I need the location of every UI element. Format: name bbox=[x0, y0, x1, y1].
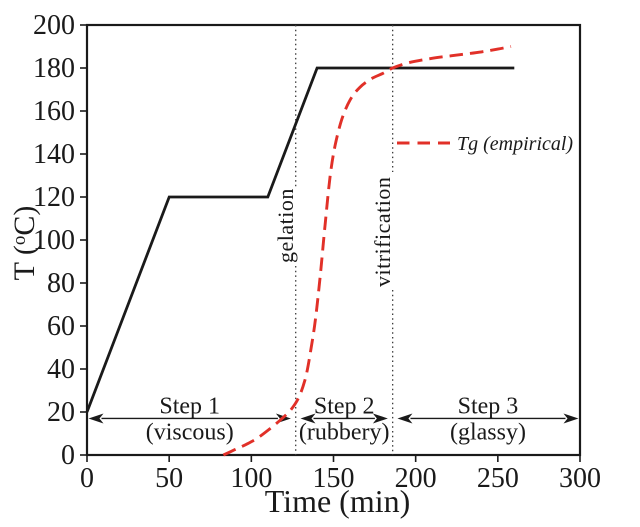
stage-arrow-2-right-arrowhead-icon bbox=[372, 413, 388, 424]
stage-label-3: Step 3 bbox=[458, 393, 519, 419]
x-axis-tick-label-6: 300 bbox=[559, 463, 601, 494]
y-axis-tick-label-10: 200 bbox=[33, 10, 75, 41]
y-axis-tick-label-7: 140 bbox=[33, 139, 75, 170]
stage-sublabel-1: (viscous) bbox=[146, 419, 234, 445]
y-axis-tick-label-5: 100 bbox=[33, 225, 75, 256]
x-axis-tick-label-2: 100 bbox=[230, 463, 272, 494]
y-axis-tick-label-3: 60 bbox=[47, 311, 75, 342]
x-axis-tick-label-0: 0 bbox=[80, 463, 94, 494]
legend-label: Tg (empirical) bbox=[457, 133, 573, 155]
series-cure-temperature-line bbox=[85, 66, 515, 413]
stage-arrow-1-left-arrowhead-icon bbox=[88, 413, 104, 424]
stage-label-2: Step 2 bbox=[314, 393, 375, 419]
y-axis-title: T (oC) bbox=[8, 206, 41, 281]
stage-arrow-3-right-arrowhead-icon bbox=[563, 413, 579, 424]
y-axis-tick-label-4: 80 bbox=[47, 268, 75, 299]
y-axis-tick-label-9: 180 bbox=[33, 53, 75, 84]
stage-label-1: Step 1 bbox=[159, 393, 220, 419]
x-axis-tick-label-5: 250 bbox=[477, 463, 519, 494]
stage-arrow-3-left-arrowhead-icon bbox=[397, 413, 413, 424]
event-label-vitrification: vitrification bbox=[370, 177, 395, 287]
stage-arrow-2-left-arrowhead-icon bbox=[300, 413, 316, 424]
x-axis-title: Time (min) bbox=[265, 483, 411, 519]
y-axis-tick-label-6: 120 bbox=[33, 182, 75, 213]
stage-sublabel-3: (glassy) bbox=[450, 419, 526, 445]
x-axis-tick-label-3: 150 bbox=[313, 463, 355, 494]
y-axis-tick-label-8: 160 bbox=[33, 96, 75, 127]
x-axis-tick-label-4: 200 bbox=[395, 463, 437, 494]
y-axis-tick-label-0: 0 bbox=[61, 440, 75, 471]
x-axis-tick-label-1: 50 bbox=[155, 463, 183, 494]
event-label-gelation: gelation bbox=[273, 188, 298, 263]
y-axis-tick-label-2: 40 bbox=[47, 354, 75, 385]
plot-border bbox=[85, 23, 582, 457]
stage-sublabel-2: (rubbery) bbox=[299, 419, 390, 445]
y-axis-tick-label-1: 20 bbox=[47, 397, 75, 428]
